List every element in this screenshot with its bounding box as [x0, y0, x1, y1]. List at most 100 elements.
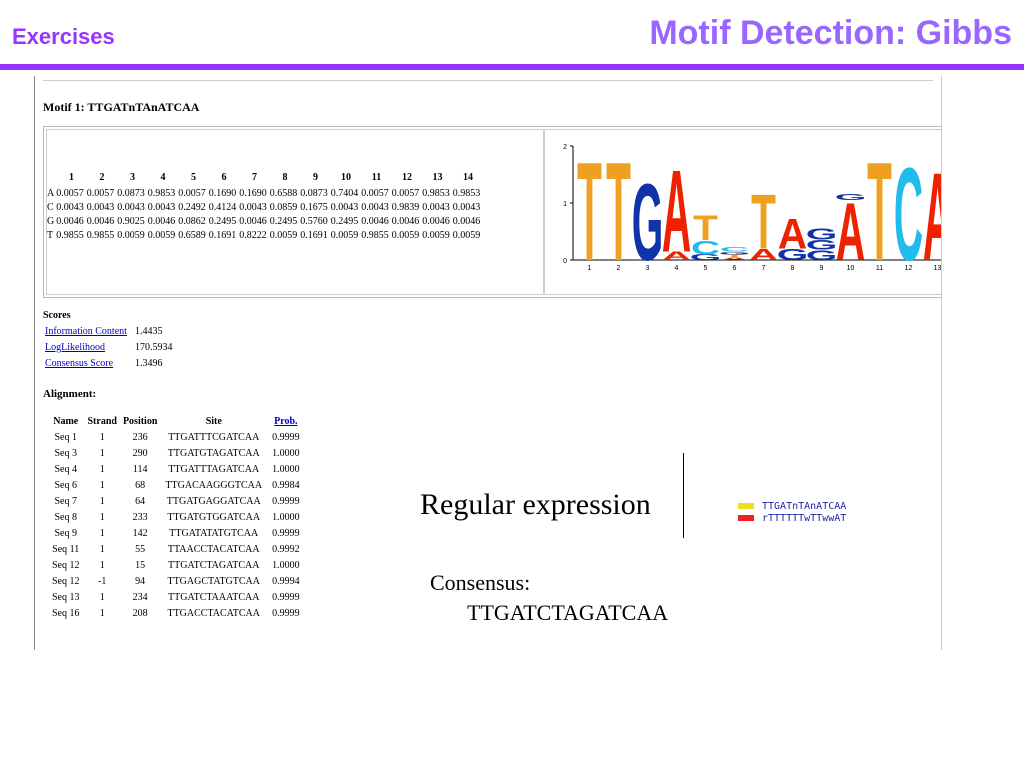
matrix-position-header: 13 [432, 172, 443, 183]
matrix-cell: 0.5760 [300, 216, 328, 227]
logo-letter-t: T [751, 180, 776, 267]
matrix-base-label: C [47, 202, 54, 213]
logo-letter-a: A [662, 146, 691, 277]
alignment-seq-name: Seq 12 [52, 560, 80, 571]
alignment-site: TTGATCTAGATCAA [168, 560, 260, 571]
matrix-cell: 0.0046 [86, 216, 115, 227]
alignment-site: TTGATATATGTCAA [169, 528, 259, 539]
top-divider [43, 80, 933, 81]
regex-pattern-row: rTTTTTTwTTwwAT [738, 512, 846, 524]
alignment-strand: 1 [99, 608, 105, 619]
motif-box: 1 2 3 4 5 6 7 8 9 10 11 12 13 14 A 0.0057 0.0057 0.0873 0… [43, 126, 942, 298]
matrix-position-header: 4 [160, 172, 166, 183]
score-link[interactable]: LogLikelihood [45, 342, 105, 353]
alignment-row: Seq 7 1 64 TTGATGAGGATCAA 0.9999 [47, 496, 305, 512]
matrix-cell: 0.0043 [147, 202, 176, 213]
sequence-logo-panel: 2 1 0 1 2 3 4 5 6 7 8 9 10 11 12 13 T T G A A G C T A T G C A T G A G G G A… [544, 129, 942, 295]
alignment-position: 94 [135, 576, 146, 587]
regex-pattern-text: TTGATnTAnATCAA [762, 500, 847, 512]
alignment-position: 55 [135, 544, 146, 555]
consensus-value: TTGATCTAGATCAA [467, 600, 669, 625]
matrix-cell: 0.6589 [178, 230, 206, 241]
logo-letter-a: A [749, 246, 778, 264]
logo-x-tick-label: 5 [704, 265, 708, 272]
matrix-cell: 0.2495 [208, 216, 237, 227]
alignment-position: 64 [135, 496, 146, 507]
matrix-cell: 0.2492 [178, 202, 206, 213]
matrix-cell: 0.9855 [56, 230, 84, 241]
alignment-seq-name: Seq 6 [54, 480, 78, 491]
alignment-strand: 1 [99, 528, 105, 539]
matrix-position-header: 12 [401, 172, 412, 183]
matrix-cell: 0.0046 [391, 216, 420, 227]
matrix-cell: 0.0059 [452, 230, 481, 241]
matrix-cell: 0.0046 [239, 216, 267, 227]
matrix-cell: 0.4124 [208, 202, 237, 213]
matrix-cell: 0.9025 [117, 216, 145, 227]
matrix-cell: 0.0057 [56, 188, 84, 199]
alignment-seq-name: Seq 9 [54, 528, 78, 539]
alignment-row: Seq 13 1 234 TTGATCTAAATCAA 0.9999 [47, 592, 305, 608]
probability-matrix: 1 2 3 4 5 6 7 8 9 10 11 12 13 14 A 0.0057 0.0057 0.0873 0… [47, 170, 483, 243]
matrix-cell: 0.6588 [269, 188, 298, 199]
alignment-site: TTGATGTGGATCAA [167, 512, 261, 523]
logo-letter-a: A [923, 147, 942, 287]
matrix-position-header: 8 [282, 172, 288, 183]
logo-x-tick-label: 6 [733, 265, 737, 272]
matrix-position-header: 10 [340, 172, 351, 183]
score-value: 170.5934 [135, 342, 173, 353]
score-link[interactable]: Information Content [45, 326, 127, 337]
matrix-cell: 0.0873 [117, 188, 145, 199]
regex-pattern-row: TTGATnTAnATCAA [738, 500, 846, 512]
matrix-cell: 0.7404 [330, 188, 359, 199]
matrix-cell: 0.0059 [330, 230, 359, 241]
alignment-site: TTGATGTAGATCAA [167, 448, 260, 459]
alignment-seq-name: Seq 11 [52, 544, 80, 555]
section-label: Exercises [12, 24, 115, 49]
logo-y-tick-label: 0 [563, 258, 567, 265]
alignment-column-header: Position [122, 416, 158, 427]
alignment-probability: 0.9984 [272, 480, 300, 491]
score-link[interactable]: Consensus Score [45, 358, 114, 369]
alignment-probability: 0.9999 [272, 496, 300, 507]
logo-letter-c: C [691, 237, 720, 259]
alignment-probability: 0.9994 [272, 576, 300, 587]
logo-x-tick-label: 2 [617, 265, 621, 272]
logo-x-tick-label: 8 [791, 265, 795, 272]
prob-sort-link[interactable]: Prob. [274, 416, 298, 427]
alignment-strand: 1 [99, 432, 105, 443]
alignment-column-header: Strand [87, 416, 117, 427]
alignment-seq-name: Seq 13 [52, 592, 80, 603]
matrix-cell: 0.0043 [330, 202, 359, 213]
matrix-cell: 0.0862 [178, 216, 206, 227]
alignment-seq-name: Seq 4 [54, 464, 78, 475]
scores-title: Scores [43, 310, 71, 321]
logo-letter-t: T [867, 132, 892, 290]
logo-letter-t: T [577, 132, 602, 290]
logo-x-tick-label: 11 [876, 265, 883, 272]
alignment-column-header: Site [205, 416, 222, 427]
regex-color-swatch [738, 503, 754, 509]
matrix-cell: 0.1690 [208, 188, 237, 199]
matrix-cell: 0.0046 [56, 216, 84, 227]
alignment-probability: 1.0000 [272, 512, 300, 523]
logo-x-tick-label: 7 [762, 265, 766, 272]
matrix-position-header: 3 [129, 172, 135, 183]
alignment-site: TTAACCTACATCAA [167, 544, 260, 555]
logo-letter-t: T [722, 254, 747, 258]
alignment-position: 290 [132, 448, 148, 459]
alignment-probability: 1.0000 [272, 464, 300, 475]
matrix-cell: 0.0046 [422, 216, 450, 227]
probability-matrix-panel: 1 2 3 4 5 6 7 8 9 10 11 12 13 14 A 0.0057 0.0057 0.0873 0… [46, 129, 544, 295]
alignment-row: Seq 9 1 142 TTGATATATGTCAA 0.9999 [47, 528, 305, 544]
alignment-probability: 0.9999 [272, 608, 300, 619]
alignment-site: TTGATTTAGATCAA [168, 464, 260, 475]
matrix-cell: 0.9853 [452, 188, 481, 199]
score-row: Consensus Score 1.3496 [45, 358, 163, 369]
matrix-cell: 0.0043 [239, 202, 267, 213]
regex-divider [683, 453, 684, 538]
matrix-position-header: 2 [99, 172, 105, 183]
alignment-row: Seq 6 1 68 TTGACAAGGGTCAA 0.9984 [47, 480, 305, 496]
matrix-cell: 0.0043 [117, 202, 145, 213]
